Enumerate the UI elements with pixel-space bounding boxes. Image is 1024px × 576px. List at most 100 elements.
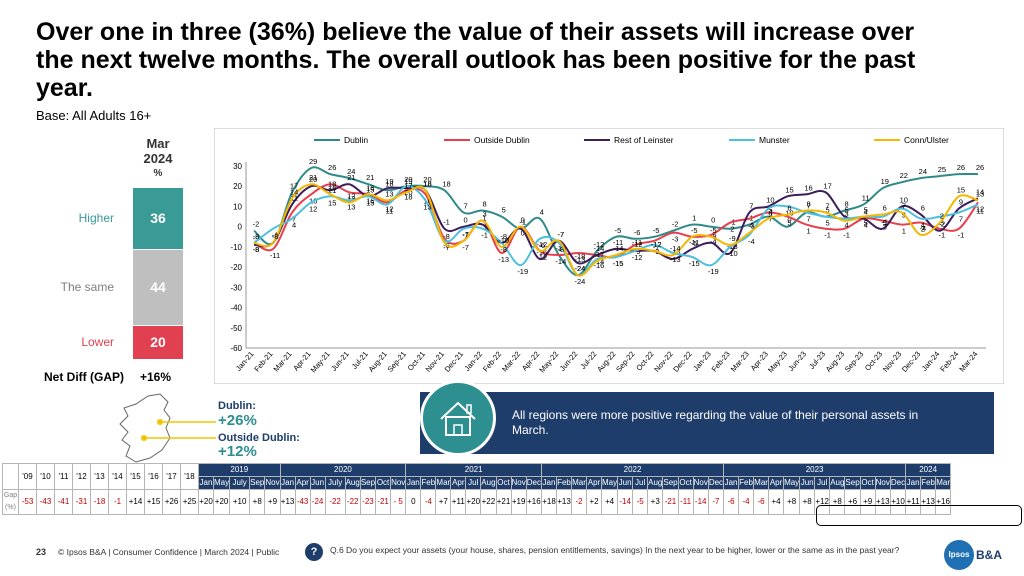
- data-label: 2: [921, 225, 925, 234]
- data-label: 9: [959, 197, 963, 206]
- stack-label-the-same: The same: [60, 279, 114, 294]
- gap-value-cell: +20: [465, 489, 482, 515]
- data-label: -14: [594, 244, 605, 253]
- data-label: 3: [845, 210, 849, 219]
- gap-month-cell: Aug: [480, 476, 497, 490]
- data-label: -13: [498, 255, 509, 264]
- data-label: -5: [691, 226, 698, 235]
- data-label: 11: [862, 193, 870, 202]
- gap-value-cell: +9: [264, 489, 281, 515]
- data-label: 16: [328, 183, 336, 192]
- stack-unit: %: [153, 168, 163, 179]
- data-label: 26: [328, 163, 336, 172]
- data-label: 18: [385, 179, 393, 188]
- gap-month-cell: Nov: [692, 476, 709, 490]
- gap-value-cell: +22: [480, 489, 497, 515]
- gap-month-cell: Oct: [859, 476, 876, 490]
- gap-value-cell: - 5: [390, 489, 407, 515]
- data-label: -1: [939, 231, 946, 240]
- gap-month-cell: Jul: [814, 476, 831, 490]
- y-tick-label: 10: [233, 202, 242, 211]
- gap-month-cell: Mar: [753, 476, 770, 490]
- data-label: -1: [481, 231, 488, 240]
- data-label: -7: [462, 243, 469, 252]
- data-label: -16: [536, 248, 547, 257]
- data-label: 16: [366, 183, 374, 192]
- data-label: 7: [292, 215, 296, 224]
- dublin-value: +26%: [218, 412, 257, 429]
- series-line-conn-ulster: [253, 183, 979, 277]
- data-label: 15: [366, 198, 374, 207]
- line-chart: 3020100-10-20-30-40-50-60Jan-21Feb-21Mar…: [214, 128, 1004, 384]
- data-label: 5: [864, 219, 868, 228]
- data-label: 20: [404, 175, 412, 184]
- data-label: -11: [689, 238, 699, 247]
- callout-circle: [420, 380, 496, 456]
- gap-value-cell: +4: [768, 489, 785, 515]
- data-label: -24: [574, 264, 585, 273]
- data-label: -12: [632, 253, 643, 262]
- data-label: 5: [845, 206, 849, 215]
- data-label: -19: [708, 267, 719, 276]
- data-label: 15: [366, 185, 374, 194]
- data-label: 20: [423, 175, 431, 184]
- data-label: 5: [825, 219, 829, 228]
- gap-month-cell: Apr: [768, 476, 785, 490]
- data-label: 17: [347, 194, 355, 203]
- data-label: -11: [632, 238, 642, 247]
- gap-value-cell: -22: [324, 489, 346, 515]
- gap-month-cell: May: [600, 476, 619, 490]
- data-label: 18: [423, 179, 431, 188]
- gap-value-cell: -21: [375, 489, 392, 515]
- data-label: -10: [727, 249, 738, 258]
- gap-month-cell: Apr: [450, 476, 467, 490]
- data-label: 9: [768, 210, 772, 219]
- gap-value-cell: +26: [162, 489, 181, 515]
- gap-value-cell: -24: [309, 489, 326, 515]
- gap-month-cell: Nov: [264, 476, 281, 490]
- data-label: -15: [689, 259, 700, 268]
- data-label: 17: [290, 181, 298, 190]
- data-label: -14: [670, 244, 681, 253]
- data-label: 4: [864, 221, 868, 230]
- data-label: 5: [883, 219, 887, 228]
- gap-year-header: 2019: [198, 463, 281, 477]
- data-label: 18: [328, 179, 336, 188]
- data-label: 21: [347, 173, 355, 182]
- gap-month-cell: Oct: [677, 476, 694, 490]
- data-label: 7: [825, 202, 829, 211]
- gap-value-cell: +7: [435, 489, 452, 515]
- data-label: 6: [921, 204, 925, 213]
- copyright-text: © Ipsos B&A | Consumer Confidence | Marc…: [58, 547, 280, 557]
- data-label: 11: [385, 206, 393, 215]
- data-label: 10: [900, 195, 908, 204]
- gap-month-cell: Nov: [510, 476, 527, 490]
- gap-year-header: 2023: [723, 463, 907, 477]
- gap-month-cell: Feb: [556, 476, 572, 490]
- y-tick-label: -40: [230, 304, 242, 313]
- stack-header: Mar 2024 %: [128, 136, 188, 181]
- data-label: -2: [253, 220, 260, 229]
- gap-value-cell: -11: [677, 489, 694, 515]
- gap-value-cell: +8: [799, 489, 816, 515]
- gap-value-cell: +20: [212, 489, 231, 515]
- legend-entry: Dublin: [344, 135, 368, 145]
- gap-month-cell: Jan: [905, 476, 922, 490]
- data-label: -18: [574, 252, 585, 261]
- gap-corner: [2, 463, 19, 490]
- data-label: 1: [692, 214, 696, 223]
- stack-year: 2024: [143, 151, 173, 166]
- data-label: 4: [749, 221, 753, 230]
- gap-value-cell: +19: [510, 489, 527, 515]
- data-label: 7: [749, 202, 753, 211]
- data-label: -8: [710, 232, 717, 241]
- data-label: 7: [806, 215, 810, 224]
- data-label: -1: [824, 231, 831, 240]
- data-label: -7: [462, 230, 469, 239]
- y-tick-label: -60: [230, 344, 242, 353]
- gap-year-cell: '17: [162, 463, 181, 490]
- gap-year-header: 2022: [540, 463, 725, 477]
- data-label: -7: [653, 243, 660, 252]
- page-number: 23: [36, 547, 47, 557]
- data-label: -14: [613, 244, 624, 253]
